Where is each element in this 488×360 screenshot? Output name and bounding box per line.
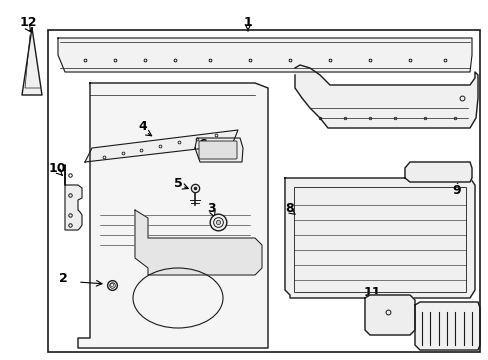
Text: 2: 2 (59, 271, 68, 284)
Polygon shape (195, 138, 243, 162)
Polygon shape (65, 165, 82, 230)
Text: o: o (110, 282, 114, 288)
Polygon shape (22, 28, 42, 95)
Text: 10: 10 (48, 162, 65, 175)
Polygon shape (414, 302, 479, 350)
Text: 12: 12 (19, 15, 37, 28)
FancyBboxPatch shape (199, 141, 237, 159)
Bar (48, 30, 479, 352)
Text: 3: 3 (207, 202, 216, 215)
Polygon shape (78, 83, 267, 348)
Polygon shape (285, 178, 474, 298)
Polygon shape (404, 162, 471, 182)
Bar (293, 187, 465, 292)
Text: 1: 1 (243, 15, 252, 28)
Text: 11: 11 (363, 287, 380, 300)
Text: 6: 6 (198, 138, 207, 150)
Polygon shape (364, 295, 414, 335)
Polygon shape (58, 38, 471, 72)
Text: 4: 4 (138, 120, 147, 132)
Text: 7: 7 (408, 319, 417, 332)
Polygon shape (85, 130, 238, 162)
Polygon shape (294, 65, 477, 128)
Text: 8: 8 (285, 202, 294, 215)
Text: 5: 5 (173, 176, 182, 189)
Polygon shape (135, 210, 262, 275)
Text: 9: 9 (451, 184, 460, 197)
